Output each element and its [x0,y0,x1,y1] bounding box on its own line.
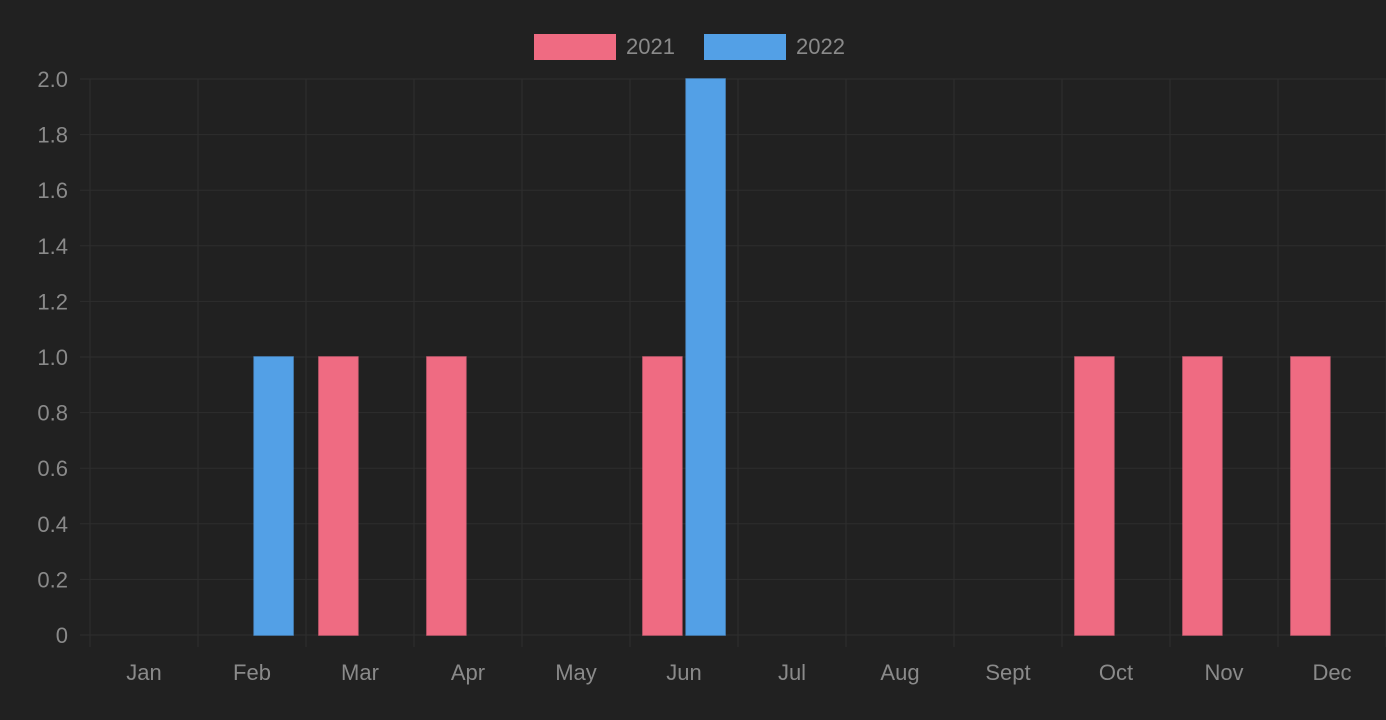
x-tick-label: Feb [233,660,271,685]
legend-label-2022: 2022 [796,34,845,59]
y-tick-label: 1.4 [37,234,68,259]
bar-2021-apr [426,356,467,636]
x-tick-label: Oct [1099,660,1133,685]
legend: 2021 2022 [534,34,845,60]
legend-swatch-2022 [704,34,786,60]
y-tick-label: 0 [56,623,68,648]
x-tick-label: Jul [778,660,806,685]
x-tick-label: Sept [985,660,1030,685]
x-axis-ticks: Jan Feb Mar Apr May Jun Jul Aug Sept Oct Nov Dec [126,660,1351,685]
x-tick-label: Apr [451,660,485,685]
bar-2022-jun [685,78,726,636]
x-tick-label: Nov [1204,660,1243,685]
bar-2021-mar [318,356,359,636]
bar-2022-feb [253,356,294,636]
y-tick-label: 1.6 [37,178,68,203]
x-tick-label: Jan [126,660,161,685]
y-tick-label: 0.4 [37,512,68,537]
y-axis-ticks: 0 0.2 0.4 0.6 0.8 1.0 1.2 1.4 1.6 1.8 2.0 [37,67,68,648]
bar-2021-oct [1074,356,1115,636]
x-tick-label: Aug [880,660,919,685]
y-tick-label: 1.2 [37,289,68,314]
bar-2021-nov [1182,356,1223,636]
y-tick-label: 0.6 [37,456,68,481]
y-tick-label: 1.0 [37,345,68,370]
grid-lines [80,78,1386,647]
legend-label-2021: 2021 [626,34,675,59]
bar-series [253,78,1331,636]
bar-2021-jun [642,356,683,636]
y-tick-label: 1.8 [37,123,68,148]
y-tick-label: 2.0 [37,67,68,92]
x-tick-label: May [555,660,597,685]
x-tick-label: Jun [666,660,701,685]
bar-2021-dec [1290,356,1331,636]
x-tick-label: Mar [341,660,379,685]
y-tick-label: 0.2 [37,567,68,592]
legend-swatch-2021 [534,34,616,60]
x-tick-label: Dec [1312,660,1351,685]
y-tick-label: 0.8 [37,401,68,426]
